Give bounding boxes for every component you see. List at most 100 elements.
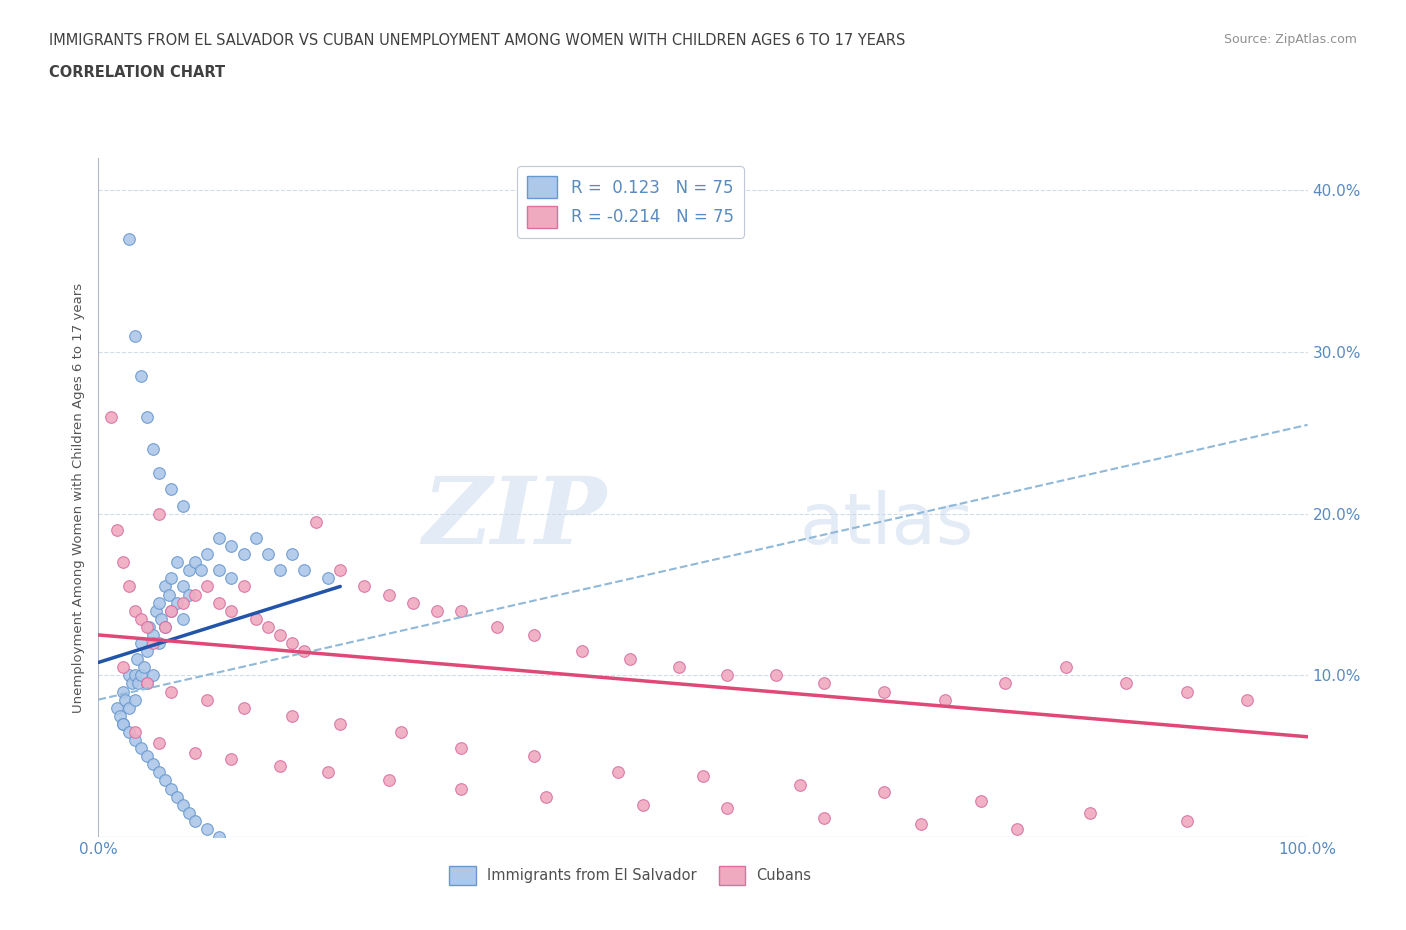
Point	[329, 563, 352, 578]
Point	[316, 764, 339, 779]
Point	[129, 611, 152, 626]
Point	[153, 619, 176, 634]
Point	[118, 668, 141, 683]
Point	[160, 781, 183, 796]
Point	[1115, 676, 1137, 691]
Point	[934, 692, 956, 707]
Point	[316, 571, 339, 586]
Text: ZIP: ZIP	[422, 473, 606, 563]
Point	[124, 733, 146, 748]
Point	[256, 619, 278, 634]
Point	[142, 628, 165, 643]
Point	[1236, 692, 1258, 707]
Point	[221, 838, 243, 853]
Point	[114, 692, 136, 707]
Point	[129, 635, 152, 650]
Point	[172, 498, 194, 513]
Point	[208, 830, 231, 844]
Point	[994, 676, 1017, 691]
Point	[353, 579, 375, 594]
Point	[269, 759, 291, 774]
Point	[160, 482, 183, 497]
Point	[607, 764, 630, 779]
Point	[129, 369, 152, 384]
Point	[184, 587, 207, 602]
Point	[195, 547, 218, 562]
Y-axis label: Unemployment Among Women with Children Ages 6 to 17 years: Unemployment Among Women with Children A…	[72, 283, 86, 712]
Point	[148, 764, 170, 779]
Point	[153, 773, 176, 788]
Point	[148, 466, 170, 481]
Point	[108, 709, 131, 724]
Point	[124, 724, 146, 739]
Point	[1054, 660, 1077, 675]
Point	[281, 635, 304, 650]
Text: atlas: atlas	[800, 490, 974, 559]
Point	[1007, 821, 1029, 836]
Point	[127, 676, 149, 691]
Point	[153, 619, 176, 634]
Point	[135, 676, 157, 691]
Point	[1078, 805, 1101, 820]
Point	[195, 579, 218, 594]
Point	[377, 587, 399, 602]
Point	[172, 595, 194, 610]
Point	[160, 684, 183, 699]
Point	[129, 740, 152, 755]
Point	[486, 619, 509, 634]
Point	[426, 604, 449, 618]
Point	[100, 409, 122, 424]
Point	[190, 563, 212, 578]
Point	[970, 794, 993, 809]
Point	[184, 746, 207, 761]
Point	[129, 668, 152, 683]
Point	[523, 628, 546, 643]
Point	[269, 563, 291, 578]
Point	[813, 810, 835, 825]
Point	[179, 563, 201, 578]
Point	[145, 604, 167, 618]
Point	[765, 668, 787, 683]
Point	[389, 724, 412, 739]
Point	[157, 587, 180, 602]
Point	[124, 692, 146, 707]
Point	[910, 817, 932, 831]
Point	[135, 644, 157, 658]
Point	[450, 740, 472, 755]
Point	[124, 328, 146, 343]
Point	[692, 768, 714, 783]
Point	[118, 724, 141, 739]
Point	[208, 595, 231, 610]
Point	[195, 821, 218, 836]
Point	[121, 676, 143, 691]
Point	[111, 716, 134, 731]
Point	[124, 604, 146, 618]
Point	[873, 684, 896, 699]
Point	[232, 579, 254, 594]
Point	[105, 700, 128, 715]
Point	[166, 790, 188, 804]
Point	[111, 716, 134, 731]
Point	[172, 579, 194, 594]
Point	[232, 547, 254, 562]
Point	[179, 587, 201, 602]
Point	[873, 784, 896, 799]
Point	[716, 801, 738, 816]
Point	[292, 644, 315, 658]
Point	[142, 757, 165, 772]
Point	[118, 700, 141, 715]
Point	[127, 652, 149, 667]
Point	[111, 660, 134, 675]
Point	[172, 611, 194, 626]
Text: Source: ZipAtlas.com: Source: ZipAtlas.com	[1223, 33, 1357, 46]
Point	[450, 604, 472, 618]
Point	[631, 797, 654, 812]
Point	[789, 777, 811, 792]
Point	[571, 644, 593, 658]
Point	[166, 595, 188, 610]
Point	[534, 790, 557, 804]
Point	[148, 635, 170, 650]
Point	[221, 571, 243, 586]
Point	[135, 409, 157, 424]
Point	[135, 619, 157, 634]
